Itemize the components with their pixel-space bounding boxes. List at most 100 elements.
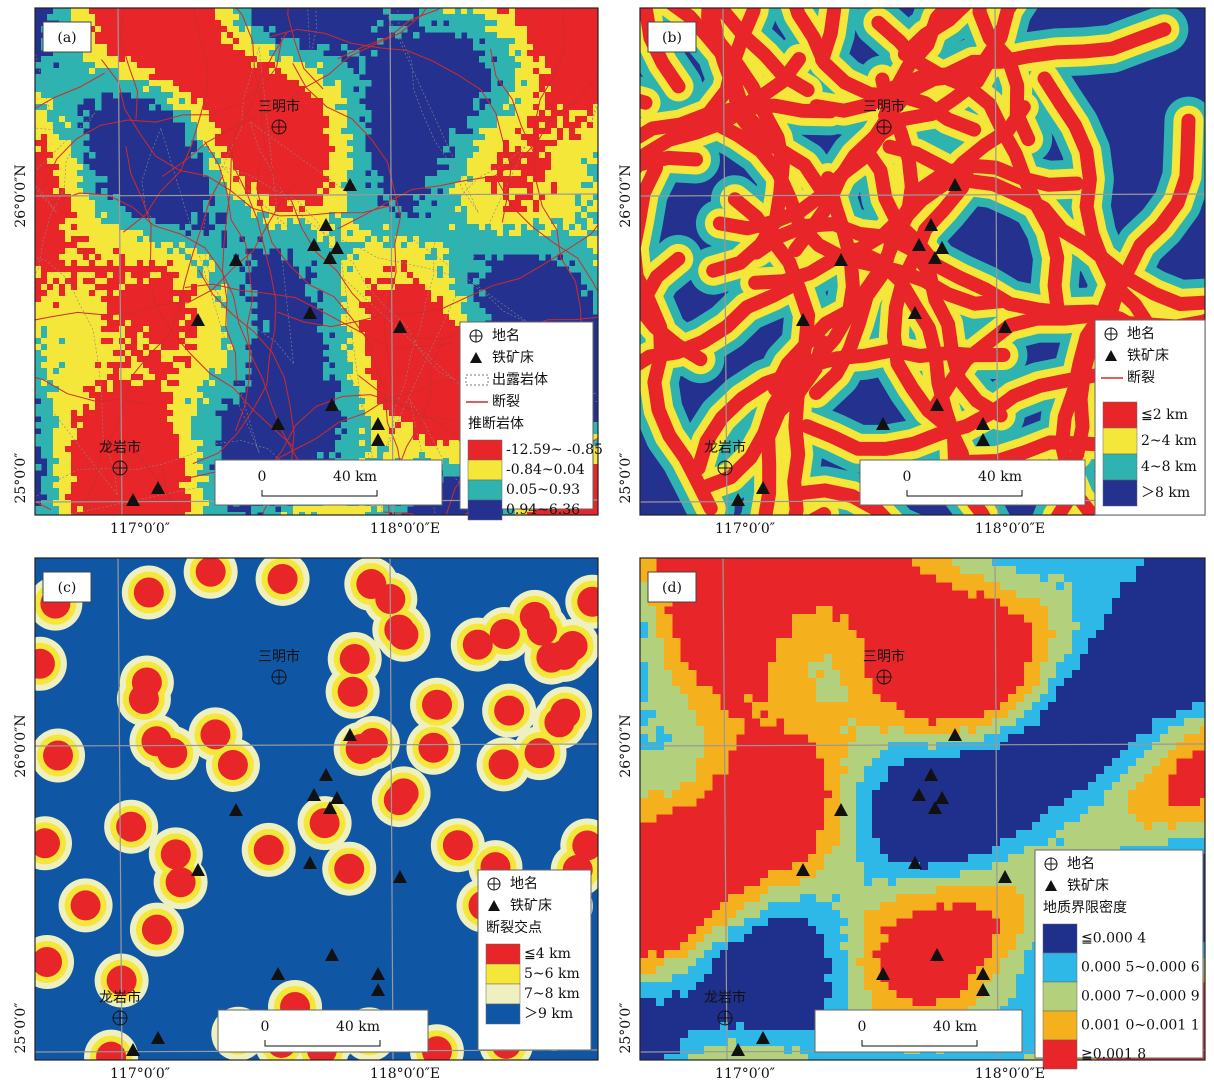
map-cell bbox=[113, 254, 120, 261]
map-cell bbox=[431, 182, 438, 189]
figure: 三明市龙岩市(a)040 km地名铁矿床出露岩体断裂推断岩体-12.59~ -0… bbox=[0, 0, 1214, 1086]
map-cell bbox=[227, 44, 234, 51]
map-cell bbox=[161, 278, 168, 285]
map-cell bbox=[221, 146, 228, 153]
map-cell bbox=[563, 74, 570, 81]
map-cell bbox=[281, 158, 288, 165]
map-cell bbox=[89, 194, 96, 201]
map-cell bbox=[509, 146, 516, 153]
map-cell bbox=[353, 368, 360, 375]
map-cell bbox=[251, 32, 258, 39]
map-cell bbox=[53, 248, 60, 255]
map-cell bbox=[497, 158, 504, 165]
map-cell bbox=[179, 62, 186, 69]
map-cell bbox=[251, 26, 258, 33]
map-cell bbox=[221, 116, 228, 123]
map-cell bbox=[383, 212, 390, 219]
map-cell bbox=[503, 8, 510, 15]
map-cell bbox=[317, 110, 324, 117]
map-cell bbox=[41, 86, 48, 93]
map-cell bbox=[509, 134, 516, 141]
map-cell bbox=[143, 254, 150, 261]
map-cell bbox=[323, 350, 330, 357]
map-cell bbox=[425, 320, 432, 327]
map-cell bbox=[77, 248, 84, 255]
map-cell bbox=[557, 176, 564, 183]
map-cell bbox=[371, 176, 378, 183]
map-cell bbox=[107, 86, 114, 93]
map-cell bbox=[131, 56, 138, 63]
map-cell bbox=[581, 152, 588, 159]
map-cell bbox=[131, 344, 138, 351]
map-cell bbox=[131, 260, 138, 267]
map-cell bbox=[149, 32, 156, 39]
map-cell bbox=[431, 308, 438, 315]
map-cell bbox=[371, 260, 378, 267]
map-cell bbox=[161, 416, 168, 423]
map-cell bbox=[167, 20, 174, 27]
map-cell bbox=[173, 440, 180, 447]
map-cell bbox=[233, 8, 240, 15]
map-cell bbox=[167, 290, 174, 297]
map-cell bbox=[467, 140, 474, 147]
map-cell bbox=[83, 86, 90, 93]
map-cell bbox=[443, 344, 450, 351]
map-cell bbox=[299, 134, 306, 141]
map-cell bbox=[587, 62, 594, 69]
map-cell bbox=[47, 320, 54, 327]
map-cell bbox=[125, 290, 132, 297]
map-cell bbox=[359, 152, 366, 159]
map-cell bbox=[485, 242, 492, 249]
map-cell bbox=[191, 290, 198, 297]
map-cell bbox=[149, 392, 156, 399]
map-cell bbox=[329, 338, 336, 345]
map-cell bbox=[161, 392, 168, 399]
map-cell bbox=[569, 140, 576, 147]
map-cell bbox=[485, 236, 492, 243]
map-cell bbox=[35, 164, 42, 171]
map-cell bbox=[101, 206, 108, 213]
map-cell bbox=[329, 200, 336, 207]
map-cell bbox=[203, 344, 210, 351]
map-cell bbox=[95, 20, 102, 27]
map-cell bbox=[161, 428, 168, 435]
map-cell bbox=[167, 68, 174, 75]
map-cell bbox=[119, 344, 126, 351]
map-cell bbox=[95, 254, 102, 261]
map-cell bbox=[215, 92, 222, 99]
map-cell bbox=[245, 140, 252, 147]
map-cell bbox=[527, 218, 534, 225]
map-cell bbox=[143, 26, 150, 33]
map-cell bbox=[413, 290, 420, 297]
map-cell bbox=[263, 176, 270, 183]
map-cell bbox=[269, 200, 276, 207]
map-cell bbox=[491, 224, 498, 231]
map-cell bbox=[323, 362, 330, 369]
map-cell bbox=[521, 116, 528, 123]
map-cell bbox=[533, 98, 540, 105]
map-cell bbox=[155, 410, 162, 417]
map-cell bbox=[89, 284, 96, 291]
map-cell bbox=[47, 362, 54, 369]
map-cell bbox=[515, 206, 522, 213]
map-cell bbox=[509, 56, 516, 63]
map-cell bbox=[155, 230, 162, 237]
map-cell bbox=[515, 140, 522, 147]
map-cell bbox=[71, 338, 78, 345]
map-cell bbox=[35, 230, 42, 237]
map-cell bbox=[137, 314, 144, 321]
map-cell bbox=[335, 98, 342, 105]
map-cell bbox=[215, 32, 222, 39]
map-cell bbox=[317, 68, 324, 75]
map-cell bbox=[359, 80, 366, 87]
map-cell bbox=[251, 50, 258, 57]
map-cell bbox=[563, 80, 570, 87]
map-cell bbox=[275, 80, 282, 87]
map-cell bbox=[479, 20, 486, 27]
map-cell bbox=[293, 170, 300, 177]
map-cell bbox=[263, 236, 270, 243]
map-cell bbox=[551, 206, 558, 213]
map-cell bbox=[287, 236, 294, 243]
map-cell bbox=[83, 212, 90, 219]
map-cell bbox=[251, 236, 258, 243]
